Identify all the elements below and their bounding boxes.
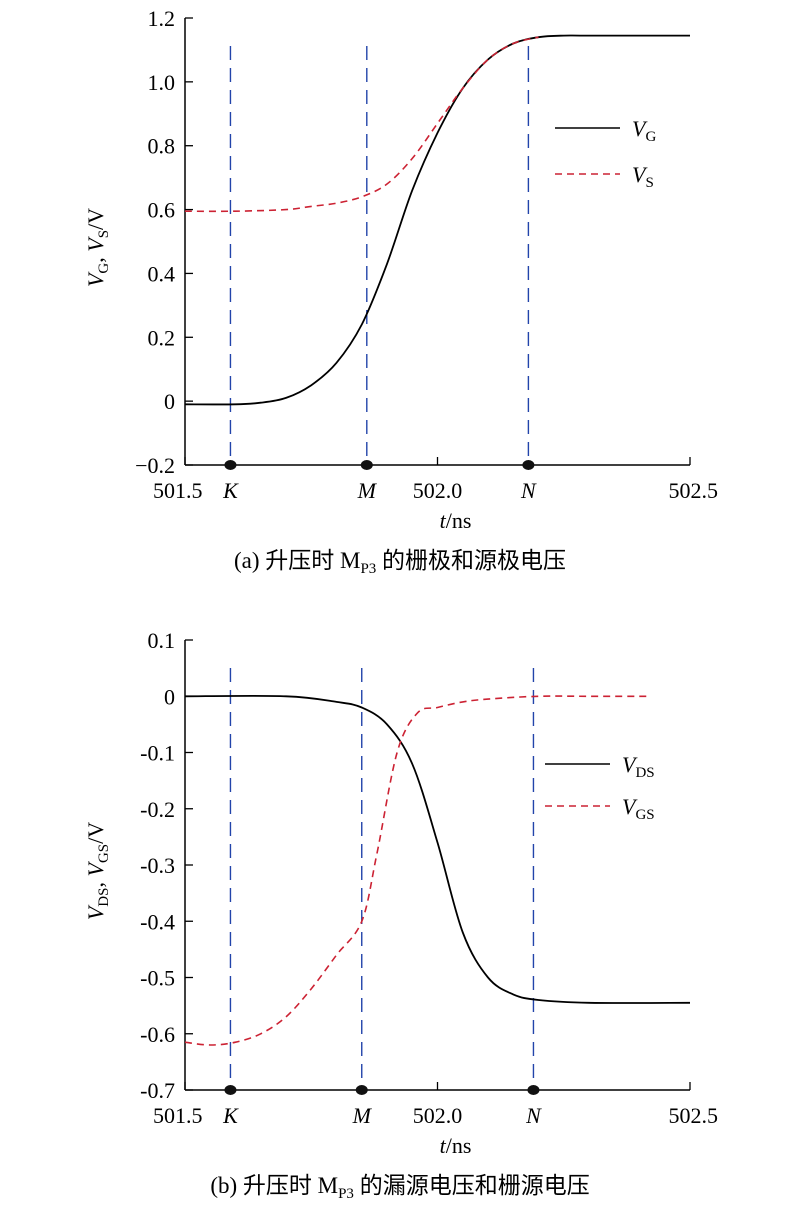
x-tick-label: 502.0 <box>413 478 463 503</box>
x-tick-label: 502.0 <box>413 1103 463 1128</box>
caption-prefix: (a) 升压时 M <box>234 548 360 573</box>
y-axis-label-part: DS <box>96 888 112 907</box>
legend-var: V <box>622 794 638 819</box>
x-tick-label: 502.5 <box>669 1103 719 1128</box>
x-tick-label: 501.5 <box>153 478 203 503</box>
marker-dot-M <box>355 1085 368 1095</box>
x-axis-var: t <box>440 508 447 533</box>
series-line-VGS <box>184 695 650 1046</box>
marker-dot-N <box>527 1085 540 1095</box>
x-tick-label: 501.5 <box>153 1103 203 1128</box>
legend-sub: G <box>645 129 656 145</box>
y-axis-label-part: V <box>83 861 108 877</box>
y-axis-label-part: V <box>83 236 108 252</box>
caption-suffix: 的漏源电压和栅源电压 <box>354 1173 590 1198</box>
figure-caption: (a) 升压时 MP3 的栅极和源极电压 <box>234 548 566 577</box>
y-axis-label-part: S <box>96 230 112 238</box>
x-axis-unit: /ns <box>446 1133 472 1158</box>
y-axis-label-part: , <box>83 252 108 263</box>
marker-label-K: K <box>222 478 239 503</box>
legend-label-VGS: VGS <box>622 794 655 823</box>
y-tick-label: 1.0 <box>148 70 176 95</box>
y-axis-label-part: /V <box>83 208 108 230</box>
marker-label-M: M <box>352 1103 373 1128</box>
y-tick-label: 0.6 <box>148 198 176 223</box>
legend-label-VDS: VDS <box>622 752 655 781</box>
y-tick-label: -0.5 <box>140 966 175 991</box>
y-axis-label-part: V <box>83 271 108 287</box>
legend-label-VS: VS <box>632 162 654 191</box>
y-tick-label: -0.3 <box>140 853 175 878</box>
y-tick-label: -0.7 <box>140 1078 175 1103</box>
y-tick-label: -0.6 <box>140 1022 175 1047</box>
x-axis-label: t/ns <box>440 1133 472 1158</box>
y-tick-label: −0.2 <box>135 453 175 478</box>
y-axis-label-part: /V <box>83 822 108 844</box>
caption-sub: P3 <box>338 1186 354 1202</box>
marker-dot-K <box>224 1085 237 1095</box>
y-tick-label: 0 <box>164 684 175 709</box>
chart-panel-b: -0.7 -0.6 -0.5 -0.4 -0.3 -0.2 -0.1 0 0.1 501.5 502… <box>83 628 718 1202</box>
chart-panel-a: −0.2 0 0.2 0.4 0.6 0.8 1.0 1.2 501.5 502.0 502.5 K M… <box>83 6 718 577</box>
legend-var: V <box>632 162 648 187</box>
y-tick-label: 0 <box>164 389 175 414</box>
y-axis-label: VDS, VGS/V <box>83 822 112 920</box>
y-axis-label-part: G <box>96 263 112 274</box>
caption-suffix: 的栅极和源极电压 <box>376 548 566 573</box>
figure-caption: (b) 升压时 MP3 的漏源电压和栅源电压 <box>210 1173 589 1202</box>
marker-label-M: M <box>357 478 378 503</box>
legend-var: V <box>622 752 638 777</box>
y-tick-label: -0.4 <box>140 909 175 934</box>
caption-prefix: (b) 升压时 M <box>210 1173 338 1198</box>
x-axis-label: t/ns <box>440 508 472 533</box>
y-tick-label: 0.8 <box>148 134 176 159</box>
legend-var: V <box>632 116 648 141</box>
y-tick-label: 0.2 <box>148 325 176 350</box>
legend-sub: S <box>645 175 653 191</box>
marker-label-N: N <box>525 1103 542 1128</box>
y-axis-label-part: , <box>83 877 108 888</box>
x-tick-label: 502.5 <box>669 478 719 503</box>
y-axis-label: VG, VS/V <box>83 208 112 287</box>
legend-sub: DS <box>635 765 654 781</box>
marker-label-K: K <box>222 1103 239 1128</box>
legend-label-VG: VG <box>632 116 656 145</box>
legend-sub: GS <box>635 807 654 823</box>
y-tick-label: 0.4 <box>148 261 176 286</box>
caption-sub: P3 <box>360 561 376 577</box>
marker-dot-K <box>224 460 237 470</box>
marker-label-N: N <box>520 478 537 503</box>
marker-dot-M <box>360 460 373 470</box>
y-tick-label: 0.1 <box>148 628 176 653</box>
series-line-VDS <box>184 694 691 1004</box>
x-axis-unit: /ns <box>446 508 472 533</box>
series-line-VG <box>184 34 690 406</box>
y-tick-label: -0.1 <box>140 741 175 766</box>
y-tick-label: -0.2 <box>140 797 175 822</box>
marker-dot-N <box>522 460 535 470</box>
y-axis-label-part: GS <box>96 844 112 863</box>
x-axis-var: t <box>440 1133 447 1158</box>
series-line-VS <box>184 36 539 213</box>
y-tick-label: 1.2 <box>148 6 176 31</box>
y-axis-label-part: V <box>83 904 108 920</box>
